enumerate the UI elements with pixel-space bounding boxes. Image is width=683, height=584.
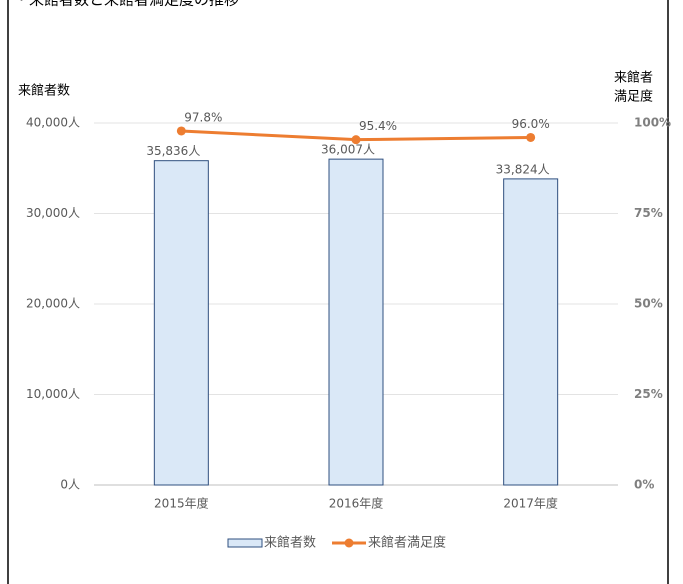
y2-axis-label: 来館者	[614, 71, 653, 86]
y2-axis-label: 満足度	[614, 89, 653, 105]
data-label: 36,007人	[321, 143, 375, 157]
data-label: 33,824人	[496, 162, 550, 176]
x-tick-label: 2016年度	[329, 496, 384, 511]
bar	[503, 178, 559, 486]
data-label: 35,836人	[146, 144, 200, 158]
line-marker	[176, 126, 186, 136]
x-tick-label: 2015年度	[154, 496, 209, 511]
data-label: 95.4%	[359, 119, 397, 133]
line-marker	[526, 132, 536, 142]
legend-label: 来館者数	[264, 536, 316, 551]
y2-tick-label: 100%	[634, 116, 671, 130]
legend-label: 来館者満足度	[368, 535, 446, 551]
bar	[328, 158, 384, 486]
y2-tick-label: 50%	[634, 297, 663, 311]
data-label: 97.8%	[184, 110, 222, 124]
y-tick-label: 10,000人	[26, 387, 80, 401]
bar	[153, 160, 209, 486]
data-label: 96.0%	[512, 117, 550, 131]
y2-tick-label: 75%	[634, 206, 663, 220]
x-tick-label: 2017年度	[503, 496, 558, 511]
legend-swatch	[344, 538, 354, 548]
y-axis-label: 来館者数	[18, 84, 70, 99]
legend-swatch	[227, 538, 263, 548]
y2-tick-label: 25%	[634, 387, 663, 401]
y-tick-label: 30,000人	[26, 206, 80, 220]
y-tick-label: 40,000人	[26, 116, 80, 130]
y-tick-label: 20,000人	[26, 297, 80, 311]
chart-title: ・来館者数と来館者満足度の推移	[14, 0, 239, 9]
line-marker	[351, 135, 361, 145]
y-tick-label: 0人	[60, 478, 80, 492]
y2-tick-label: 0%	[634, 478, 654, 492]
